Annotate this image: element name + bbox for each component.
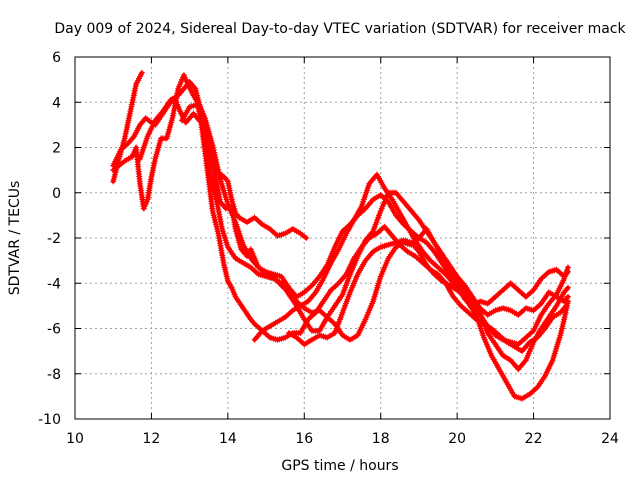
chart-title: Day 009 of 2024, Sidereal Day-to-day VTE…	[54, 21, 626, 37]
y-tick-label: -8	[47, 367, 61, 383]
grid-lines	[75, 57, 610, 419]
x-tick-label: 20	[448, 431, 466, 447]
x-tick-label: 22	[525, 431, 543, 447]
series-markers	[286, 237, 571, 348]
series-markers	[194, 97, 571, 373]
series-markers	[251, 171, 571, 402]
x-tick-label: 14	[219, 431, 237, 447]
x-tick-label: 12	[143, 431, 161, 447]
y-tick-label: 6	[52, 50, 61, 66]
x-axis-label: GPS time / hours	[281, 458, 398, 474]
series-curve-6	[194, 97, 571, 373]
y-axis-label: SDTVAR / TECUs	[7, 181, 23, 296]
y-tick-label: 2	[52, 141, 61, 157]
x-tick-label: 18	[372, 431, 390, 447]
y-tick-label: -6	[47, 322, 61, 338]
series-curve-7	[251, 171, 571, 402]
x-tick-label: 16	[295, 431, 313, 447]
y-tick-label: 0	[52, 186, 61, 202]
series-band	[195, 97, 570, 372]
y-tick-label: -2	[47, 231, 61, 247]
x-tick-label: 10	[66, 431, 84, 447]
data-series	[110, 69, 571, 402]
y-tick-label: -10	[38, 412, 61, 428]
y-tick-label: 4	[52, 95, 61, 111]
x-tick-label: 24	[601, 431, 619, 447]
y-tick-label: -4	[47, 276, 61, 292]
series-curve-8	[286, 237, 571, 348]
